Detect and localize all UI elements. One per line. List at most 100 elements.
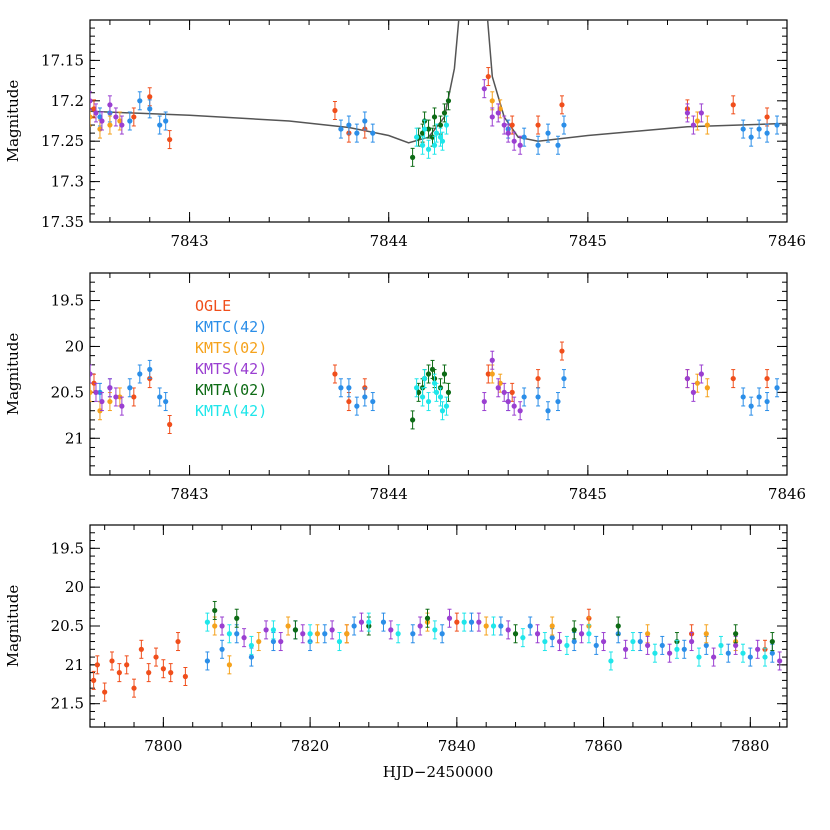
data-point: [410, 154, 416, 160]
y-tick-label: 17.2: [51, 92, 84, 110]
panel-full-season: 7800 7820 7840 7860 7880 19.5 20 20.5 21 21.5 Ma…: [4, 524, 788, 781]
data-point: [107, 398, 113, 405]
y-tick-labels: 19.5 20 20.5 21: [51, 292, 84, 448]
data-point: [505, 398, 511, 405]
x-tick-label: 7845: [569, 232, 607, 250]
data-point: [764, 114, 770, 120]
data-point: [443, 403, 450, 409]
data-point: [454, 619, 460, 625]
data-point: [689, 638, 695, 645]
x-tick-label: 7840: [438, 737, 476, 755]
data-point: [571, 627, 577, 633]
data-point: [90, 98, 93, 104]
data-point: [439, 408, 446, 414]
data-point: [94, 662, 100, 668]
data-point: [370, 130, 376, 136]
data-point: [219, 646, 225, 652]
x-tick-label: 7846: [768, 232, 806, 250]
x-tick-label: 7800: [144, 737, 182, 755]
tick-marks: [90, 524, 787, 728]
data-point: [535, 122, 541, 128]
series-kmta-02: [212, 600, 775, 652]
tick-marks: [90, 272, 788, 476]
data-point: [248, 654, 255, 660]
data-point: [645, 631, 651, 637]
data-point: [774, 122, 780, 128]
data-point: [681, 646, 687, 652]
data-point: [555, 142, 561, 148]
x-tick-label: 7880: [731, 737, 769, 755]
series-kmts-42: [219, 608, 783, 671]
data-point: [425, 398, 432, 405]
data-point: [535, 142, 541, 148]
data-point: [690, 122, 697, 128]
data-point: [421, 126, 428, 132]
data-point: [346, 122, 352, 128]
legend-entry-kmta-42: KMTA(42): [195, 402, 267, 420]
data-point: [131, 685, 137, 691]
data-point: [461, 619, 467, 625]
y-tick-label: 19.5: [51, 292, 84, 310]
data-point: [332, 371, 338, 377]
data-point: [740, 394, 746, 400]
data-point: [756, 394, 762, 400]
data-point: [91, 106, 97, 112]
data-point: [388, 627, 394, 633]
data-points: [90, 20, 787, 167]
data-point: [445, 98, 452, 104]
data-point: [740, 126, 746, 132]
series-kmtc-42: [97, 91, 780, 155]
series-kmtc-42: [97, 359, 780, 421]
data-point: [124, 662, 130, 668]
data-point: [90, 114, 93, 120]
data-point: [93, 389, 99, 395]
data-point: [380, 619, 387, 625]
series-kmta-42: [204, 612, 768, 671]
data-point: [559, 102, 565, 108]
data-point: [630, 638, 636, 645]
data-point: [764, 130, 770, 136]
data-point: [278, 638, 284, 645]
data-point: [99, 118, 105, 124]
data-point: [485, 73, 491, 80]
data-point: [358, 619, 365, 625]
x-tick-labels: 7800 7820 7840 7860 7880: [144, 737, 769, 755]
data-point: [90, 371, 93, 377]
data-point: [698, 371, 704, 377]
data-point: [91, 677, 97, 683]
data-point: [445, 389, 452, 395]
data-point: [711, 654, 717, 660]
data-point: [354, 403, 360, 409]
data-point: [696, 654, 702, 660]
y-tick-label: 17.3: [51, 173, 84, 191]
data-point: [509, 389, 515, 395]
data-point: [615, 623, 621, 629]
data-point: [147, 94, 153, 100]
data-point: [256, 638, 262, 645]
data-point: [182, 673, 188, 680]
tick-marks: [90, 19, 788, 223]
data-point: [437, 134, 444, 140]
data-point: [769, 650, 775, 656]
data-point: [497, 106, 503, 112]
y-tick-label: 20.5: [51, 617, 84, 635]
x-tick-label: 7843: [170, 485, 208, 503]
data-point: [564, 642, 570, 649]
data-point: [521, 394, 527, 400]
data-point: [764, 375, 770, 382]
series-kmts-42: [90, 79, 704, 155]
data-point: [578, 631, 585, 637]
data-point: [175, 638, 181, 645]
data-point: [468, 619, 475, 625]
data-point: [410, 417, 416, 423]
y-tick-label: 20.5: [51, 383, 84, 401]
x-tick-label: 7846: [768, 485, 806, 503]
y-tick-label: 19.5: [51, 539, 84, 557]
data-point: [694, 118, 700, 124]
data-point: [113, 394, 119, 400]
data-point: [659, 642, 665, 649]
data-point: [425, 371, 432, 377]
data-point: [511, 403, 517, 409]
data-point: [441, 371, 448, 377]
